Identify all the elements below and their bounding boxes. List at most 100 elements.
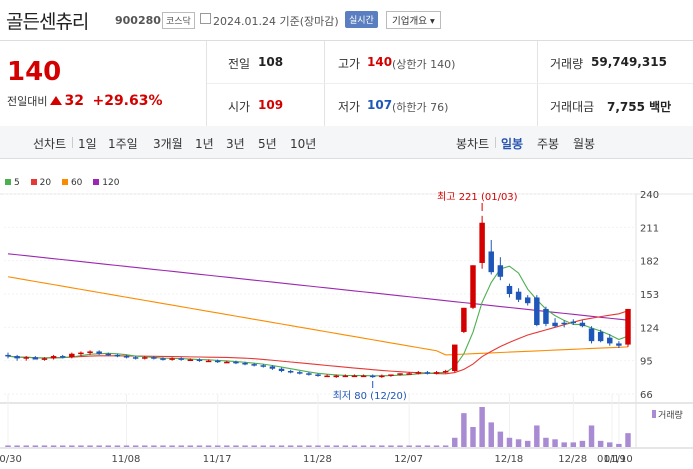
lower-limit: (하한가 76): [392, 101, 449, 114]
volume-bar: [515, 439, 522, 447]
tab-line-chart[interactable]: 선차트: [33, 137, 67, 151]
volume-bar: [388, 445, 394, 447]
volume-bar: [87, 445, 93, 447]
high-label: 고가: [338, 57, 361, 71]
price-change: 전일대비 32 +29.63%: [7, 93, 163, 109]
amount-value: 7,755 백만: [607, 100, 672, 114]
volume-bar: [187, 445, 194, 447]
candle-body: [114, 354, 121, 357]
volume-label: 거래량: [658, 409, 683, 421]
tab-5y[interactable]: 5년: [258, 137, 277, 151]
tab-1y[interactable]: 1년: [195, 137, 214, 151]
candle-body: [242, 362, 248, 365]
change-value: 32: [64, 93, 84, 109]
candle-body: [132, 357, 139, 359]
volume-label: 거래량: [550, 57, 584, 71]
volume-bar: [360, 445, 367, 447]
candle-body: [251, 364, 257, 366]
up-arrow-icon: [50, 96, 63, 105]
volume-bar: [561, 442, 567, 447]
candle-body: [50, 356, 57, 359]
candle-body: [543, 308, 549, 324]
volume-bar: [369, 445, 376, 447]
ma-legend: 5 20 60 120: [5, 178, 127, 188]
candle-body: [461, 307, 467, 332]
candle-body: [160, 358, 166, 360]
candle-body: [224, 361, 230, 364]
candle-body: [69, 353, 75, 358]
volume-bar: [379, 445, 385, 447]
volume-bar: [543, 437, 549, 447]
candle-body: [470, 265, 476, 308]
x-tick-label: 01/19: [597, 454, 626, 465]
candle-body: [278, 368, 285, 372]
candle-body: [406, 373, 412, 375]
market-badge: 코스닥: [162, 12, 195, 29]
candle-body: [497, 265, 504, 277]
volume-bar: [488, 422, 494, 447]
upper-limit: (상한가 140): [392, 58, 456, 71]
tab-weekly[interactable]: 주봉: [537, 137, 560, 151]
tab-1w[interactable]: 1주일: [108, 137, 138, 151]
volume-legend-swatch: [652, 410, 656, 418]
change-label: 전일대비: [7, 95, 48, 108]
volume-bar: [479, 407, 485, 447]
volume-bar: [579, 440, 586, 447]
candle-body: [561, 322, 567, 325]
volume-bar: [151, 445, 157, 447]
volume-bar: [224, 445, 230, 447]
open-label: 시가: [228, 100, 251, 114]
volume-bar: [607, 442, 613, 447]
company-overview-dropdown[interactable]: 기업개요 ▾: [386, 11, 441, 29]
candle-body: [260, 365, 267, 367]
volume-bar: [96, 445, 102, 447]
candle-body: [369, 375, 376, 378]
current-price: 140: [7, 57, 62, 87]
candle-body: [233, 361, 239, 364]
volume-bar: [452, 437, 458, 447]
volume-bar: [59, 445, 66, 447]
tab-1d[interactable]: 1일: [78, 137, 97, 151]
high-annotation: 최고 221 (01/03): [437, 191, 518, 203]
y-tick-label: 66: [640, 390, 653, 401]
candle-body: [570, 321, 577, 324]
volume-bar: [78, 445, 84, 447]
tab-3y[interactable]: 3년: [226, 137, 245, 151]
candle-body: [607, 337, 613, 344]
candle-body: [169, 358, 175, 360]
candle-body: [579, 322, 586, 327]
change-percent: +29.63%: [92, 93, 163, 109]
candle-body: [351, 375, 358, 378]
volume-bar: [251, 445, 257, 447]
tab-10y[interactable]: 10년: [290, 137, 317, 151]
candle-body: [515, 291, 522, 300]
candle-body: [123, 356, 130, 358]
candle-body: [415, 372, 422, 374]
candle-body: [625, 308, 631, 345]
candle-body: [269, 366, 276, 369]
quote-panel: 140 전일대비 32 +29.63% 전일 108 고가 140 (상한가 14…: [0, 40, 693, 127]
volume-bar: [205, 445, 212, 447]
open-value: 109: [258, 98, 284, 112]
ma60-line: [7, 276, 629, 356]
realtime-button[interactable]: 실시간: [345, 11, 378, 28]
volume-bar: [132, 445, 139, 447]
volume-bar: [616, 443, 622, 447]
tab-candle-chart[interactable]: 봉차트: [456, 137, 490, 151]
low-label: 저가: [338, 100, 361, 114]
tab-3m[interactable]: 3개월: [153, 137, 183, 151]
volume-bar: [269, 445, 276, 447]
candle-body: [479, 222, 485, 263]
candle-body: [5, 354, 11, 357]
candle-body: [324, 375, 330, 378]
candle-body: [306, 373, 312, 375]
volume-bar: [415, 445, 422, 447]
volume-bar: [625, 433, 631, 447]
volume-bar: [524, 440, 531, 447]
tab-monthly[interactable]: 월봉: [573, 137, 596, 151]
tab-daily[interactable]: 일봉: [501, 137, 524, 151]
volume-bar: [260, 445, 267, 447]
volume-bar: [597, 440, 604, 447]
volume-bar: [424, 445, 431, 447]
